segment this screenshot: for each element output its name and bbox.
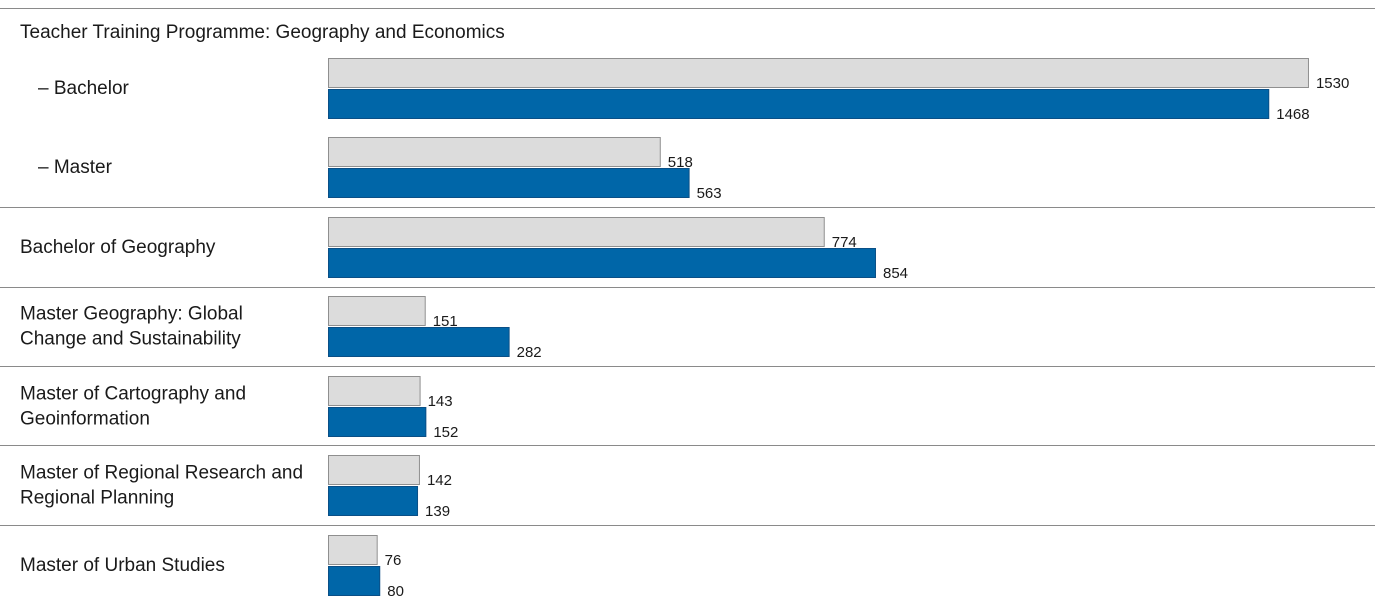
value-label-row4-series1: 143 [428,393,453,410]
bar-row2-series1 [328,217,825,247]
row-label-2: Bachelor of Geography [20,237,216,258]
bar-row5-series1 [328,455,420,485]
row-label-0: – Bachelor [38,78,130,99]
value-label-row0-series1: 1530 [1316,75,1349,92]
value-label-row6-series1: 76 [385,552,402,569]
value-label-row3-series2: 282 [517,344,542,361]
value-label-row4-series2: 152 [433,424,458,441]
bar-row6-series2 [328,566,381,596]
value-label-row6-series2: 80 [387,583,404,596]
row-dividers [0,8,1375,526]
bar-row6-series1 [328,535,378,565]
bar-row4-series1 [328,376,421,406]
bar-row3-series1 [328,296,426,326]
bar-row5-series2 [328,486,419,516]
bar-row3-series2 [328,327,510,357]
value-label-row3-series1: 151 [433,313,458,330]
value-label-row0-series2: 1468 [1276,106,1309,123]
bar-row1-series1 [328,137,661,167]
bar-row1-series2 [328,168,690,198]
bar-row2-series2 [328,248,876,278]
row-label-4: Master of Cartography and Geoinformation [20,384,246,430]
value-label-row2-series1: 774 [832,234,857,251]
value-label-row5-series1: 142 [427,472,452,489]
bars [328,58,1309,596]
value-label-row1-series1: 518 [668,154,693,171]
row-label-6: Master of Urban Studies [20,555,225,576]
bar-row0-series1 [328,58,1309,88]
row-label-1: – Master [38,157,113,178]
bar-row4-series2 [328,407,427,437]
category-labels: Teacher Training Programme: Geography an… [20,22,505,576]
row-label-3: Master Geography: Global Change and Susta… [20,304,243,350]
value-label-row5-series2: 139 [425,503,450,520]
value-label-row2-series2: 854 [883,265,908,282]
group-label-0: Teacher Training Programme: Geography an… [20,22,505,43]
bar-row0-series2 [328,89,1270,119]
row-label-5: Master of Regional Research and Regional … [20,463,303,509]
value-label-row1-series2: 563 [697,185,722,202]
